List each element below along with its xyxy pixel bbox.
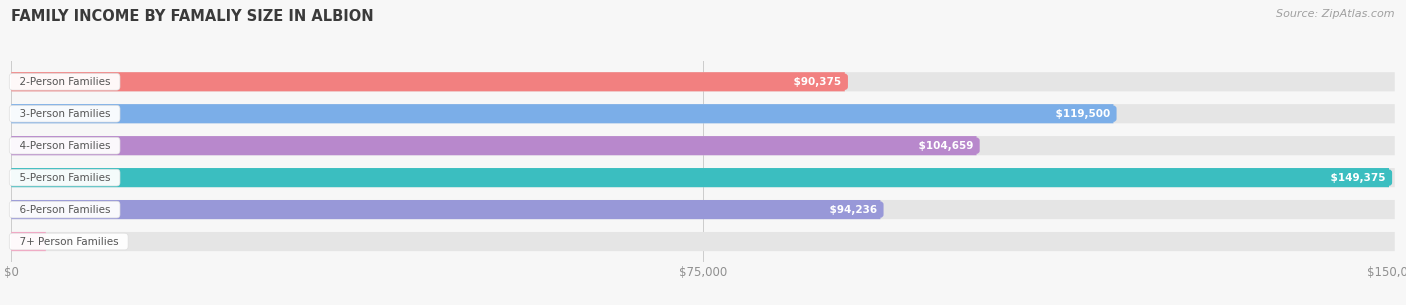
Text: 2-Person Families: 2-Person Families — [13, 77, 117, 87]
Text: $119,500: $119,500 — [1052, 109, 1114, 119]
Text: $94,236: $94,236 — [825, 205, 880, 215]
FancyBboxPatch shape — [11, 168, 1389, 187]
Text: 3-Person Families: 3-Person Families — [13, 109, 117, 119]
FancyBboxPatch shape — [11, 200, 880, 219]
Text: $104,659: $104,659 — [914, 141, 977, 151]
Text: 5-Person Families: 5-Person Families — [13, 173, 117, 183]
Text: $0: $0 — [56, 237, 72, 246]
Text: FAMILY INCOME BY FAMALIY SIZE IN ALBION: FAMILY INCOME BY FAMALIY SIZE IN ALBION — [11, 9, 374, 24]
Text: $90,375: $90,375 — [790, 77, 845, 87]
Text: 6-Person Families: 6-Person Families — [13, 205, 117, 215]
Text: 4-Person Families: 4-Person Families — [13, 141, 117, 151]
FancyBboxPatch shape — [11, 232, 1395, 251]
FancyBboxPatch shape — [11, 136, 1395, 155]
Text: 7+ Person Families: 7+ Person Families — [13, 237, 125, 246]
FancyBboxPatch shape — [11, 136, 977, 155]
FancyBboxPatch shape — [11, 232, 46, 251]
FancyBboxPatch shape — [11, 72, 1395, 92]
FancyBboxPatch shape — [11, 72, 845, 92]
Text: $149,375: $149,375 — [1327, 173, 1389, 183]
FancyBboxPatch shape — [11, 168, 1395, 187]
Text: Source: ZipAtlas.com: Source: ZipAtlas.com — [1277, 9, 1395, 19]
FancyBboxPatch shape — [11, 104, 1114, 123]
FancyBboxPatch shape — [11, 104, 1395, 123]
FancyBboxPatch shape — [11, 200, 1395, 219]
